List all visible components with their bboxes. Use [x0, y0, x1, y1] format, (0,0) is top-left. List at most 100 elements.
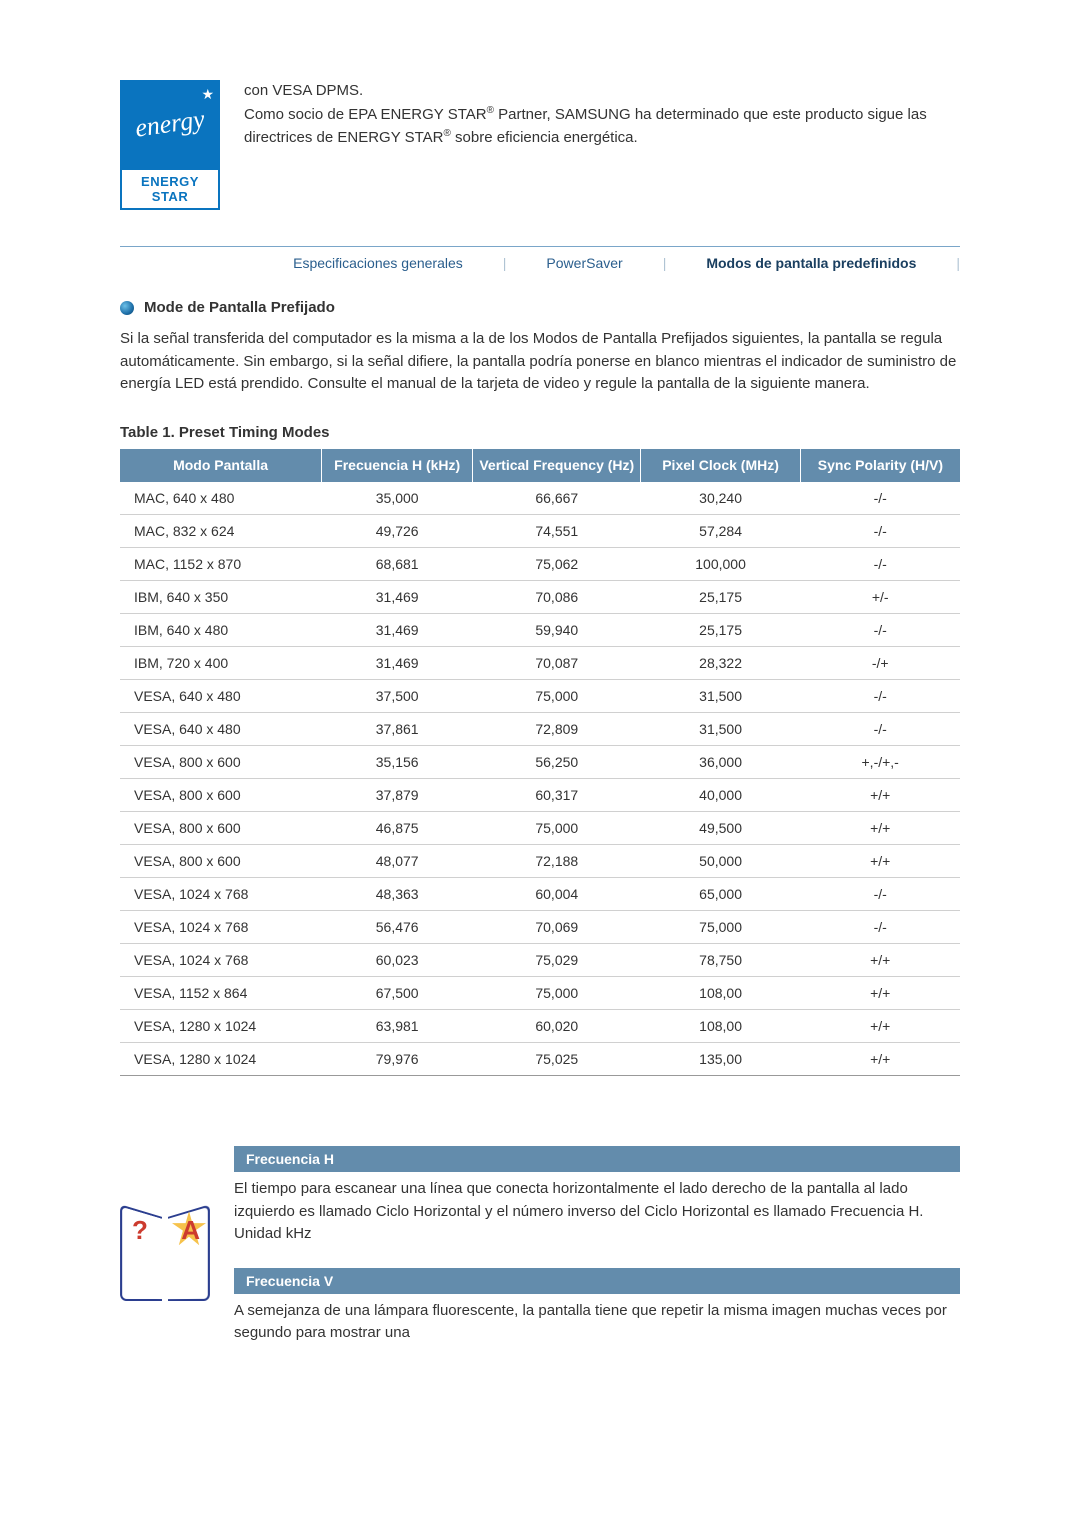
energy-star-logo: energy ★ ENERGY STAR	[120, 80, 220, 210]
table-row: VESA, 1280 x 102479,97675,025135,00+/+	[120, 1043, 960, 1076]
intro-block: energy ★ ENERGY STAR con VESA DPMS. Como…	[120, 80, 960, 210]
table-cell: 35,156	[322, 746, 473, 779]
table-cell: -/+	[800, 647, 960, 680]
letter-a-icon: A	[181, 1215, 200, 1246]
table-header-cell: Sync Polarity (H/V)	[800, 449, 960, 483]
reg-mark-1: ®	[487, 105, 494, 116]
table-cell: 60,317	[473, 779, 641, 812]
table-cell: +/+	[800, 845, 960, 878]
table-cell: VESA, 1024 x 768	[120, 911, 322, 944]
def-body-frecuencia-v: A semejanza de una lámpara fluorescente,…	[234, 1300, 960, 1345]
table-cell: 75,025	[473, 1043, 641, 1076]
table-cell: +/+	[800, 1043, 960, 1076]
table-cell: 31,500	[641, 680, 801, 713]
table-cell: 31,469	[322, 581, 473, 614]
table-row: VESA, 800 x 60048,07772,18850,000+/+	[120, 845, 960, 878]
def-heading-frecuencia-v: Frecuencia V	[234, 1268, 960, 1294]
table-row: MAC, 640 x 48035,00066,66730,240-/-	[120, 482, 960, 515]
table-row: VESA, 640 x 48037,86172,80931,500-/-	[120, 713, 960, 746]
table-cell: 30,240	[641, 482, 801, 515]
intro-text: con VESA DPMS. Como socio de EPA ENERGY …	[244, 80, 960, 210]
table-cell: -/-	[800, 680, 960, 713]
table-cell: -/-	[800, 548, 960, 581]
table-cell: VESA, 800 x 600	[120, 812, 322, 845]
table-cell: 56,250	[473, 746, 641, 779]
intro-line-2c: sobre eficiencia energética.	[451, 129, 638, 146]
table-cell: 75,000	[473, 812, 641, 845]
table-cell: 31,500	[641, 713, 801, 746]
definitions-text: Frecuencia H El tiempo para escanear una…	[234, 1146, 960, 1367]
table-cell: VESA, 1280 x 1024	[120, 1043, 322, 1076]
table-row: VESA, 1024 x 76860,02375,02978,750+/+	[120, 944, 960, 977]
table-cell: 108,00	[641, 977, 801, 1010]
table-row: IBM, 720 x 40031,46970,08728,322-/+	[120, 647, 960, 680]
table-row: VESA, 1024 x 76856,47670,06975,000-/-	[120, 911, 960, 944]
tabs-row: Especificaciones generales | PowerSaver …	[120, 246, 960, 271]
tab-separator-icon: |	[956, 255, 960, 271]
table-row: VESA, 800 x 60035,15656,25036,000+,-/+,-	[120, 746, 960, 779]
table-cell: 25,175	[641, 614, 801, 647]
table-cell: 66,667	[473, 482, 641, 515]
tab-separator-icon: |	[503, 255, 507, 271]
table-cell: 28,322	[641, 647, 801, 680]
table-cell: IBM, 640 x 480	[120, 614, 322, 647]
table-cell: 100,000	[641, 548, 801, 581]
table-cell: 37,500	[322, 680, 473, 713]
table-cell: 59,940	[473, 614, 641, 647]
def-body-frecuencia-h: El tiempo para escanear una línea que co…	[234, 1178, 960, 1246]
table-cell: 67,500	[322, 977, 473, 1010]
table-cell: +/+	[800, 1010, 960, 1043]
table-cell: -/-	[800, 911, 960, 944]
table-header-cell: Modo Pantalla	[120, 449, 322, 483]
table-cell: VESA, 1152 x 864	[120, 977, 322, 1010]
table-cell: 60,004	[473, 878, 641, 911]
table-row: VESA, 800 x 60037,87960,31740,000+/+	[120, 779, 960, 812]
table-cell: 56,476	[322, 911, 473, 944]
table-row: VESA, 1280 x 102463,98160,020108,00+/+	[120, 1010, 960, 1043]
table-cell: 70,087	[473, 647, 641, 680]
tab-powersaver[interactable]: PowerSaver	[546, 255, 622, 271]
tab-general-specs[interactable]: Especificaciones generales	[293, 255, 463, 271]
table-cell: 49,726	[322, 515, 473, 548]
section-heading: Mode de Pantalla Prefijado	[120, 299, 960, 316]
table-cell: 35,000	[322, 482, 473, 515]
table-row: IBM, 640 x 35031,46970,08625,175+/-	[120, 581, 960, 614]
energy-star-script: energy	[133, 104, 206, 143]
table-cell: IBM, 720 x 400	[120, 647, 322, 680]
table-cell: VESA, 800 x 600	[120, 746, 322, 779]
table-cell: 75,062	[473, 548, 641, 581]
table-header-cell: Pixel Clock (MHz)	[641, 449, 801, 483]
table-cell: VESA, 1280 x 1024	[120, 1010, 322, 1043]
table-cell: VESA, 800 x 600	[120, 779, 322, 812]
table-cell: 70,086	[473, 581, 641, 614]
table-cell: MAC, 832 x 624	[120, 515, 322, 548]
table-cell: -/-	[800, 515, 960, 548]
tab-separator-icon: |	[663, 255, 667, 271]
table-cell: 74,551	[473, 515, 641, 548]
table-cell: 68,681	[322, 548, 473, 581]
table-cell: +/+	[800, 944, 960, 977]
table-cell: MAC, 640 x 480	[120, 482, 322, 515]
star-icon: ★	[201, 86, 214, 103]
table-cell: 75,000	[473, 680, 641, 713]
table-row: MAC, 1152 x 87068,68175,062100,000-/-	[120, 548, 960, 581]
table-cell: 48,077	[322, 845, 473, 878]
table-cell: 60,023	[322, 944, 473, 977]
table-header-row: Modo PantallaFrecuencia H (kHz)Vertical …	[120, 449, 960, 483]
table-cell: 31,469	[322, 647, 473, 680]
tab-preset-modes[interactable]: Modos de pantalla predefinidos	[706, 255, 916, 271]
intro-line-2a: Como socio de EPA ENERGY STAR	[244, 106, 487, 123]
table-cell: 36,000	[641, 746, 801, 779]
table-row: IBM, 640 x 48031,46959,94025,175-/-	[120, 614, 960, 647]
table-cell: 75,029	[473, 944, 641, 977]
table-cell: 72,188	[473, 845, 641, 878]
reg-mark-2: ®	[444, 128, 451, 139]
table-cell: 70,069	[473, 911, 641, 944]
table-row: VESA, 1152 x 86467,50075,000108,00+/+	[120, 977, 960, 1010]
energy-star-logo-top: energy ★	[120, 80, 220, 168]
table-cell: 46,875	[322, 812, 473, 845]
table-header-cell: Vertical Frequency (Hz)	[473, 449, 641, 483]
table-cell: 75,000	[473, 977, 641, 1010]
table-cell: VESA, 800 x 600	[120, 845, 322, 878]
table-cell: VESA, 1024 x 768	[120, 878, 322, 911]
